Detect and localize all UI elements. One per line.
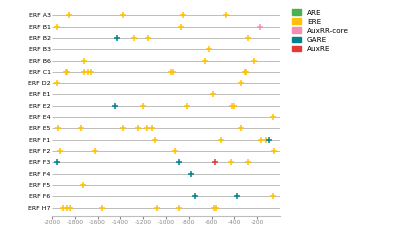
Legend: ARE, ERE, AuxRR-core, GARE, AuxRE: ARE, ERE, AuxRR-core, GARE, AuxRE [292,9,350,53]
